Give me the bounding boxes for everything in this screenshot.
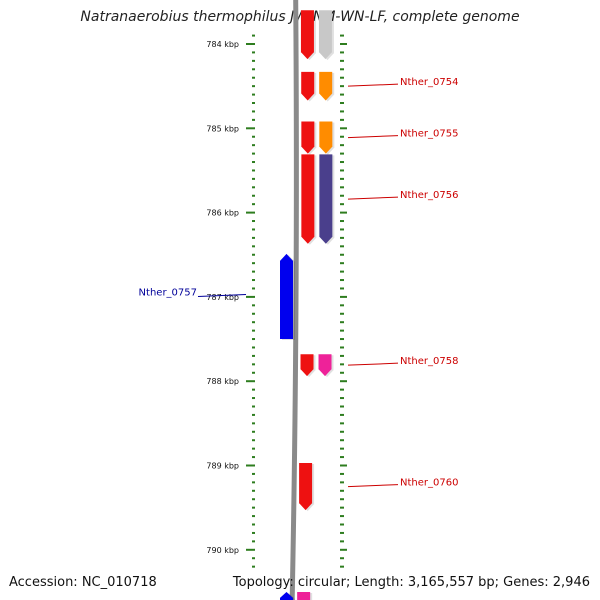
gene-label-leader xyxy=(347,196,399,200)
gene-arrow xyxy=(299,462,313,511)
major-ticks: 784 kbp 785 kbp 786 kbp 787 kbp 788 kbp 789 k… xyxy=(206,40,255,555)
genome-backbone xyxy=(289,0,299,600)
minor-ticks xyxy=(252,34,347,568)
gene-label: Nther_0758 xyxy=(400,356,458,367)
gene-label: Nther_0754 xyxy=(400,77,458,88)
tick-label: 790 kbp xyxy=(206,546,239,555)
gene-label-leader xyxy=(347,135,399,139)
gene-arrow xyxy=(280,253,293,340)
tick-label: 787 kbp xyxy=(206,293,239,302)
accession-text: Accession: NC_010718 xyxy=(9,575,157,590)
product-arrow xyxy=(319,71,333,101)
tick-label: 786 kbp xyxy=(206,209,239,218)
gene-label: Nther_0757 xyxy=(139,287,197,298)
tick-label: 785 kbp xyxy=(206,124,239,133)
gene-label: Nther_0755 xyxy=(400,129,458,140)
gene-label: Nther_0756 xyxy=(400,190,458,201)
gene-arrow xyxy=(300,10,314,60)
gene-arrow xyxy=(300,354,314,377)
genome-summary-text: Topology: circular; Length: 3,165,557 bp… xyxy=(232,575,590,590)
product-arrow xyxy=(318,354,332,377)
gene-features xyxy=(280,10,335,600)
gene-label-leader xyxy=(197,293,247,297)
gene-label-leader xyxy=(347,484,399,488)
gene-arrow xyxy=(301,71,315,101)
gene-label-leader xyxy=(347,83,399,87)
map-title: Natranaerobius thermophilus JW/NM-WN-LF,… xyxy=(80,9,520,25)
tick-label: 788 kbp xyxy=(206,377,239,386)
product-arrow xyxy=(319,121,333,154)
product-arrow xyxy=(319,154,333,244)
gene-label: Nther_0760 xyxy=(400,478,458,489)
gene-arrow xyxy=(301,154,315,244)
gene-label-leader xyxy=(347,362,399,366)
tick-label: 789 kbp xyxy=(206,462,239,471)
gene-arrow xyxy=(297,591,311,600)
gene-arrow xyxy=(280,591,293,600)
gene-labels: Nther_0754 Nther_0755 Nther_0756 Nther_0757… xyxy=(139,77,459,488)
gene-arrow xyxy=(301,121,315,154)
tick-label: 784 kbp xyxy=(206,40,239,49)
product-arrow xyxy=(318,10,332,60)
